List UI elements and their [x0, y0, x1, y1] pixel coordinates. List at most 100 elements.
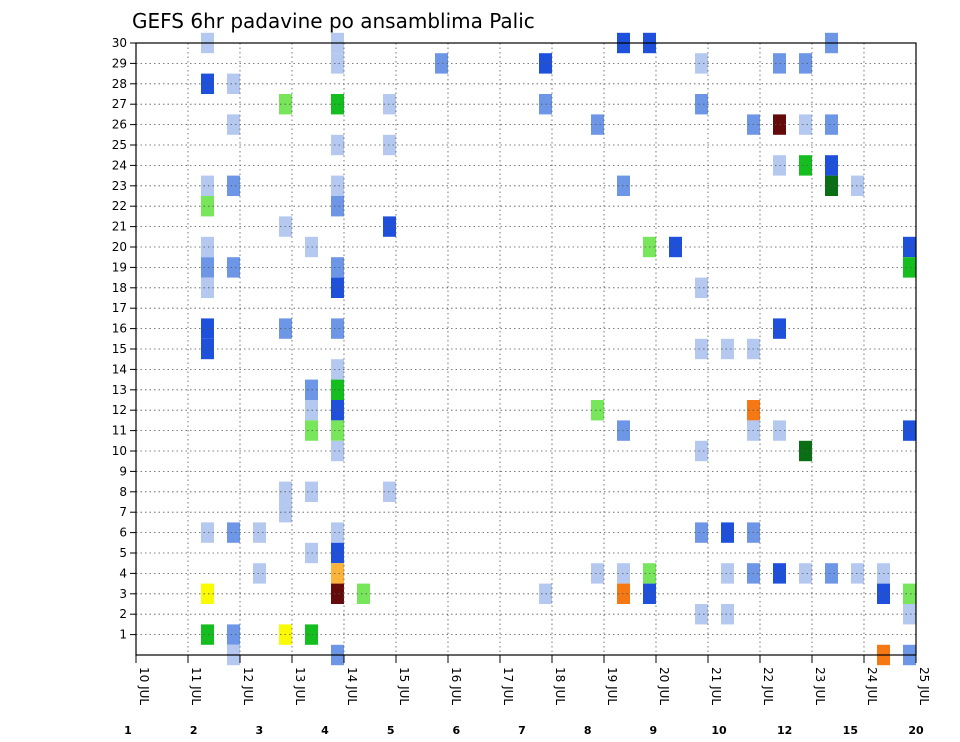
heatmap-cell [201, 73, 214, 94]
heatmap-cell [201, 522, 214, 543]
heatmap-cell [903, 236, 916, 258]
heatmap-cell [201, 338, 214, 360]
legend-label: 3 [256, 724, 264, 737]
y-tick-label: 24 [112, 158, 127, 172]
heatmap-cell [695, 277, 708, 298]
heatmap-cell [799, 563, 812, 584]
heatmap-cell [253, 522, 266, 543]
heatmap-cell [357, 583, 370, 604]
legend-label: 12 [777, 724, 792, 737]
heatmap-cell [227, 175, 240, 196]
y-tick-label: 30 [112, 36, 127, 50]
heatmap-cell [825, 155, 838, 176]
y-tick-label: 29 [112, 56, 127, 70]
heatmap-cell [903, 604, 916, 625]
x-tick-label: 14 JUL [345, 667, 359, 705]
x-axis: 10 JUL 11 JUL 12 JUL 13 JUL 14 JUL 15 JUL 16 J… [135, 655, 931, 705]
grid-layer [136, 43, 916, 655]
heatmap-cell [721, 563, 734, 584]
y-tick-label: 13 [112, 383, 127, 397]
heatmap-cell [721, 604, 734, 625]
heatmap-cell [591, 563, 604, 584]
x-tick-label: 11 JUL [189, 667, 203, 705]
y-tick-label: 18 [112, 281, 127, 295]
heatmap-cell [201, 196, 214, 217]
y-tick-label: 14 [112, 362, 127, 376]
x-tick-label: 19 JUL [605, 667, 619, 705]
heatmap-cell [201, 236, 214, 258]
y-tick-label: 6 [119, 526, 127, 540]
heatmap-cell [201, 583, 214, 604]
heatmap-cell [695, 338, 708, 360]
heatmap-cell [253, 563, 266, 584]
heatmap-cell [721, 522, 734, 543]
heatmap-cell [331, 522, 344, 543]
legend-label: 6 [453, 724, 461, 737]
x-tick-label: 23 JUL [813, 667, 827, 705]
y-tick-label: 3 [119, 587, 127, 601]
y-tick-label: 28 [112, 77, 127, 91]
legend-label: 9 [650, 724, 658, 737]
heatmap-cell [669, 236, 682, 258]
heatmap-cell [695, 604, 708, 625]
legend-label: 5 [387, 724, 395, 737]
x-tick-label: 10 JUL [137, 667, 151, 705]
color-legend: 1 2 3 4 5 6 7 8 9 10 12 15 20 [124, 724, 924, 737]
legend-label: 15 [843, 724, 858, 737]
heatmap-cell [227, 522, 240, 543]
heatmap-cell [331, 563, 344, 584]
heatmap-cell [227, 257, 240, 278]
x-tick-label: 20 JUL [657, 667, 671, 705]
legend-label: 4 [321, 724, 329, 737]
x-tick-label: 15 JUL [397, 667, 411, 705]
x-tick-label: 17 JUL [501, 667, 515, 705]
heatmap-cell [695, 440, 708, 462]
heatmap-cell [825, 114, 838, 135]
legend-label: 20 [908, 724, 924, 737]
heatmap-cell [799, 53, 812, 74]
heatmap-cell [331, 94, 344, 115]
heatmap-cell [331, 379, 344, 400]
heatmap-cell [201, 318, 214, 339]
heatmap-cell [695, 94, 708, 115]
y-tick-label: 15 [112, 342, 127, 356]
y-tick-label: 12 [112, 403, 127, 417]
y-tick-label: 16 [112, 322, 127, 336]
heatmap-cell [903, 420, 916, 441]
legend-label: 2 [190, 724, 198, 737]
heatmap-cell [331, 318, 344, 339]
heatmap-cell [799, 114, 812, 135]
heatmap-cell [695, 522, 708, 543]
y-tick-label: 20 [112, 240, 127, 254]
y-tick-label: 27 [112, 97, 127, 111]
y-tick-label: 9 [119, 464, 127, 478]
x-tick-label: 24 JUL [865, 667, 879, 705]
heatmap-cell [591, 400, 604, 421]
x-tick-label: 16 JUL [449, 667, 463, 705]
legend-label: 8 [584, 724, 592, 737]
x-tick-label: 22 JUL [761, 667, 775, 705]
heatmap-cell [799, 155, 812, 176]
heatmap-cell [331, 196, 344, 217]
heatmap-cell [331, 175, 344, 196]
heatmap-cell [331, 257, 344, 278]
y-tick-label: 21 [112, 220, 127, 234]
y-tick-label: 19 [112, 260, 127, 274]
heatmap-cell [201, 624, 214, 645]
heatmap-cell [825, 563, 838, 584]
heatmap-cell [201, 175, 214, 196]
heatmap-cell [435, 53, 448, 74]
y-tick-label: 8 [119, 485, 127, 499]
x-tick-label: 18 JUL [553, 667, 567, 705]
heatmap-cell [331, 542, 344, 564]
y-tick-label: 23 [112, 179, 127, 193]
legend-label: 10 [711, 724, 727, 737]
heatmap-cell [201, 257, 214, 278]
y-tick-label: 26 [112, 118, 127, 132]
chart-title: GEFS 6hr padavine po ansamblima Palic [132, 9, 535, 33]
legend-label: 7 [518, 724, 526, 737]
y-tick-label: 2 [119, 607, 127, 621]
heatmap-cell [903, 257, 916, 278]
heatmap-cell [591, 114, 604, 135]
